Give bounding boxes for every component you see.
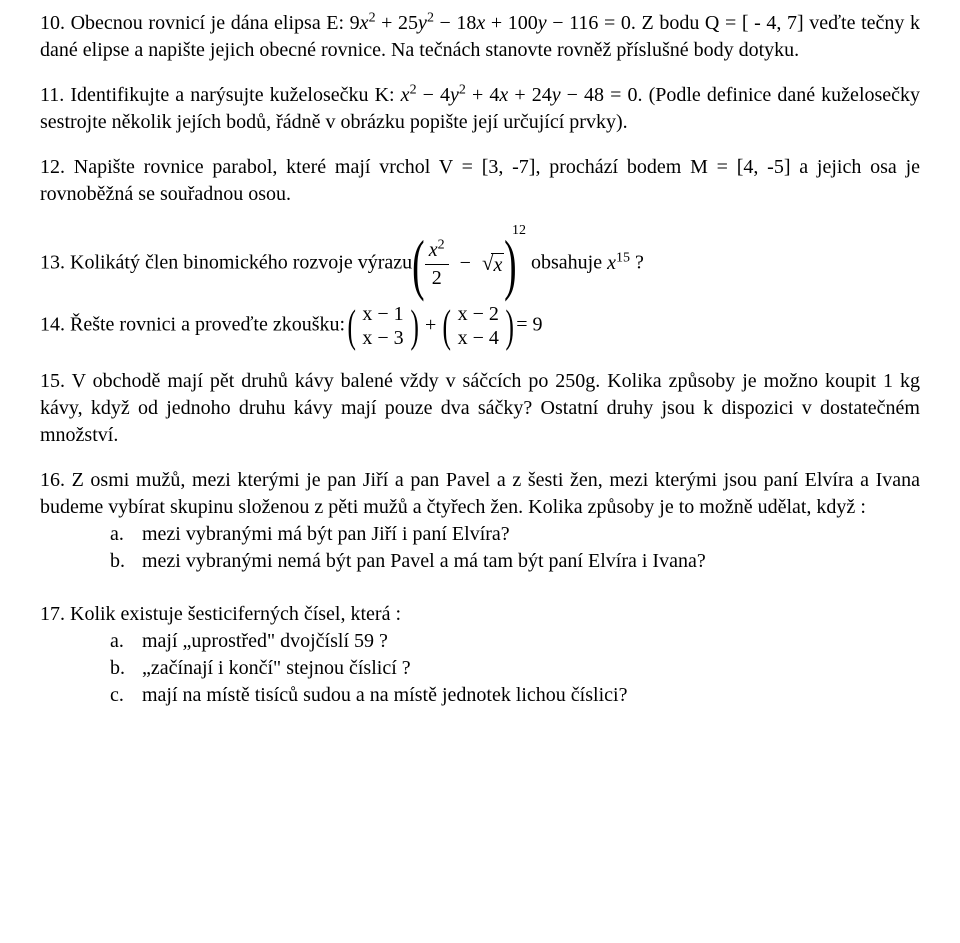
problem-text: V obchodě mají pět druhů kávy balené vžd… — [40, 370, 920, 446]
binom-a: x − 1 x − 3 — [358, 302, 407, 350]
right-paren-icon: ) — [504, 230, 516, 298]
problem-17: 17. Kolik existuje šesticiferných čísel,… — [40, 601, 920, 709]
binom-b: x − 2 x − 4 — [454, 302, 503, 350]
binom-equation: ( x − 1 x − 3 ) + ( x − 2 x − 4 ) = 9 — [350, 302, 542, 350]
rhs: = 9 — [516, 314, 542, 336]
subitem-label: c. — [110, 682, 132, 709]
problem-12: 12. Napište rovnice parabol, které mají … — [40, 154, 920, 208]
problem-number: 16. — [40, 469, 65, 491]
problem-14: 14. Řešte rovnici a proveďte zkoušku: ( … — [40, 302, 920, 350]
fraction: x2 2 — [425, 237, 449, 292]
problem-number: 10. — [40, 12, 65, 34]
subitem-b: b. „začínají i končí" stejnou číslicí ? — [110, 655, 920, 682]
right-paren-icon: ) — [505, 303, 513, 349]
subitem-text: mezi vybranými má být pan Jiří i paní El… — [142, 521, 510, 548]
problem-text: Obecnou rovnicí je dána elipsa E: — [71, 12, 350, 34]
problem-text: Kolik existuje šesticiferných čísel, kte… — [70, 603, 401, 625]
binom-expr: ( x2 2 − √ x ) — [417, 230, 512, 298]
problem-text: obsahuje — [531, 252, 607, 274]
left-paren-icon: ( — [412, 230, 424, 298]
problem-number: 14. — [40, 314, 65, 336]
subitem-label: a. — [110, 521, 132, 548]
subitems: a. mezi vybranými má být pan Jiří i paní… — [110, 521, 920, 575]
left-paren-icon: ( — [348, 303, 356, 349]
problem-number: 12. — [40, 156, 65, 178]
problem-11: 11. Identifikujte a narýsujte kuželosečk… — [40, 82, 920, 136]
equation: x2 − 4y2 + 4x + 24y − 48 = 0 — [401, 84, 638, 106]
problem-number: 11. — [40, 84, 64, 106]
subitems: a. mají „uprostřed" dvojčíslí 59 ? b. „z… — [110, 628, 920, 709]
problem-text: Kolikátý člen binomického rozvoje výrazu — [70, 252, 417, 274]
problem-10: 10. Obecnou rovnicí je dána elipsa E: 9x… — [40, 10, 920, 64]
problem-text: Řešte rovnici a proveďte zkoušku: — [70, 314, 350, 336]
problem-13: 13. Kolikátý člen binomického rozvoje vý… — [40, 230, 920, 298]
subitem-text: mezi vybranými nemá být pan Pavel a má t… — [142, 548, 706, 575]
problem-16: 16. Z osmi mužů, mezi kterými je pan Jiř… — [40, 467, 920, 575]
problem-text: Z osmi mužů, mezi kterými je pan Jiří a … — [40, 469, 920, 518]
subitem-b: b. mezi vybranými nemá být pan Pavel a m… — [110, 548, 920, 575]
problem-number: 17. — [40, 603, 65, 625]
subitem-text: mají „uprostřed" dvojčíslí 59 ? — [142, 628, 388, 655]
left-paren-icon: ( — [443, 303, 451, 349]
problem-15: 15. V obchodě mají pět druhů kávy balené… — [40, 368, 920, 449]
problem-text: Napište rovnice parabol, které mají vrch… — [40, 156, 920, 205]
problem-number: 15. — [40, 370, 65, 392]
right-paren-icon: ) — [410, 303, 418, 349]
problem-number: 13. — [40, 252, 65, 274]
problem-text: ? — [635, 252, 644, 274]
subitem-c: c. mají na místě tisíců sudou a na místě… — [110, 682, 920, 709]
x15: x15 — [607, 252, 630, 274]
subitem-label: b. — [110, 655, 132, 682]
subitem-a: a. mají „uprostřed" dvojčíslí 59 ? — [110, 628, 920, 655]
subitem-label: b. — [110, 548, 132, 575]
subitem-text: mají na místě tisíců sudou a na místě je… — [142, 682, 627, 709]
subitem-text: „začínají i končí" stejnou číslicí ? — [142, 655, 411, 682]
sqrt: √ x — [482, 253, 504, 276]
exponent: 12 — [512, 223, 526, 238]
subitem-label: a. — [110, 628, 132, 655]
problem-text: Identifikujte a narýsujte kuželosečku K: — [70, 84, 400, 106]
equation: 9x2 + 25y2 − 18x + 100y − 116 = 0 — [350, 12, 631, 34]
subitem-a: a. mezi vybranými má být pan Jiří i paní… — [110, 521, 920, 548]
